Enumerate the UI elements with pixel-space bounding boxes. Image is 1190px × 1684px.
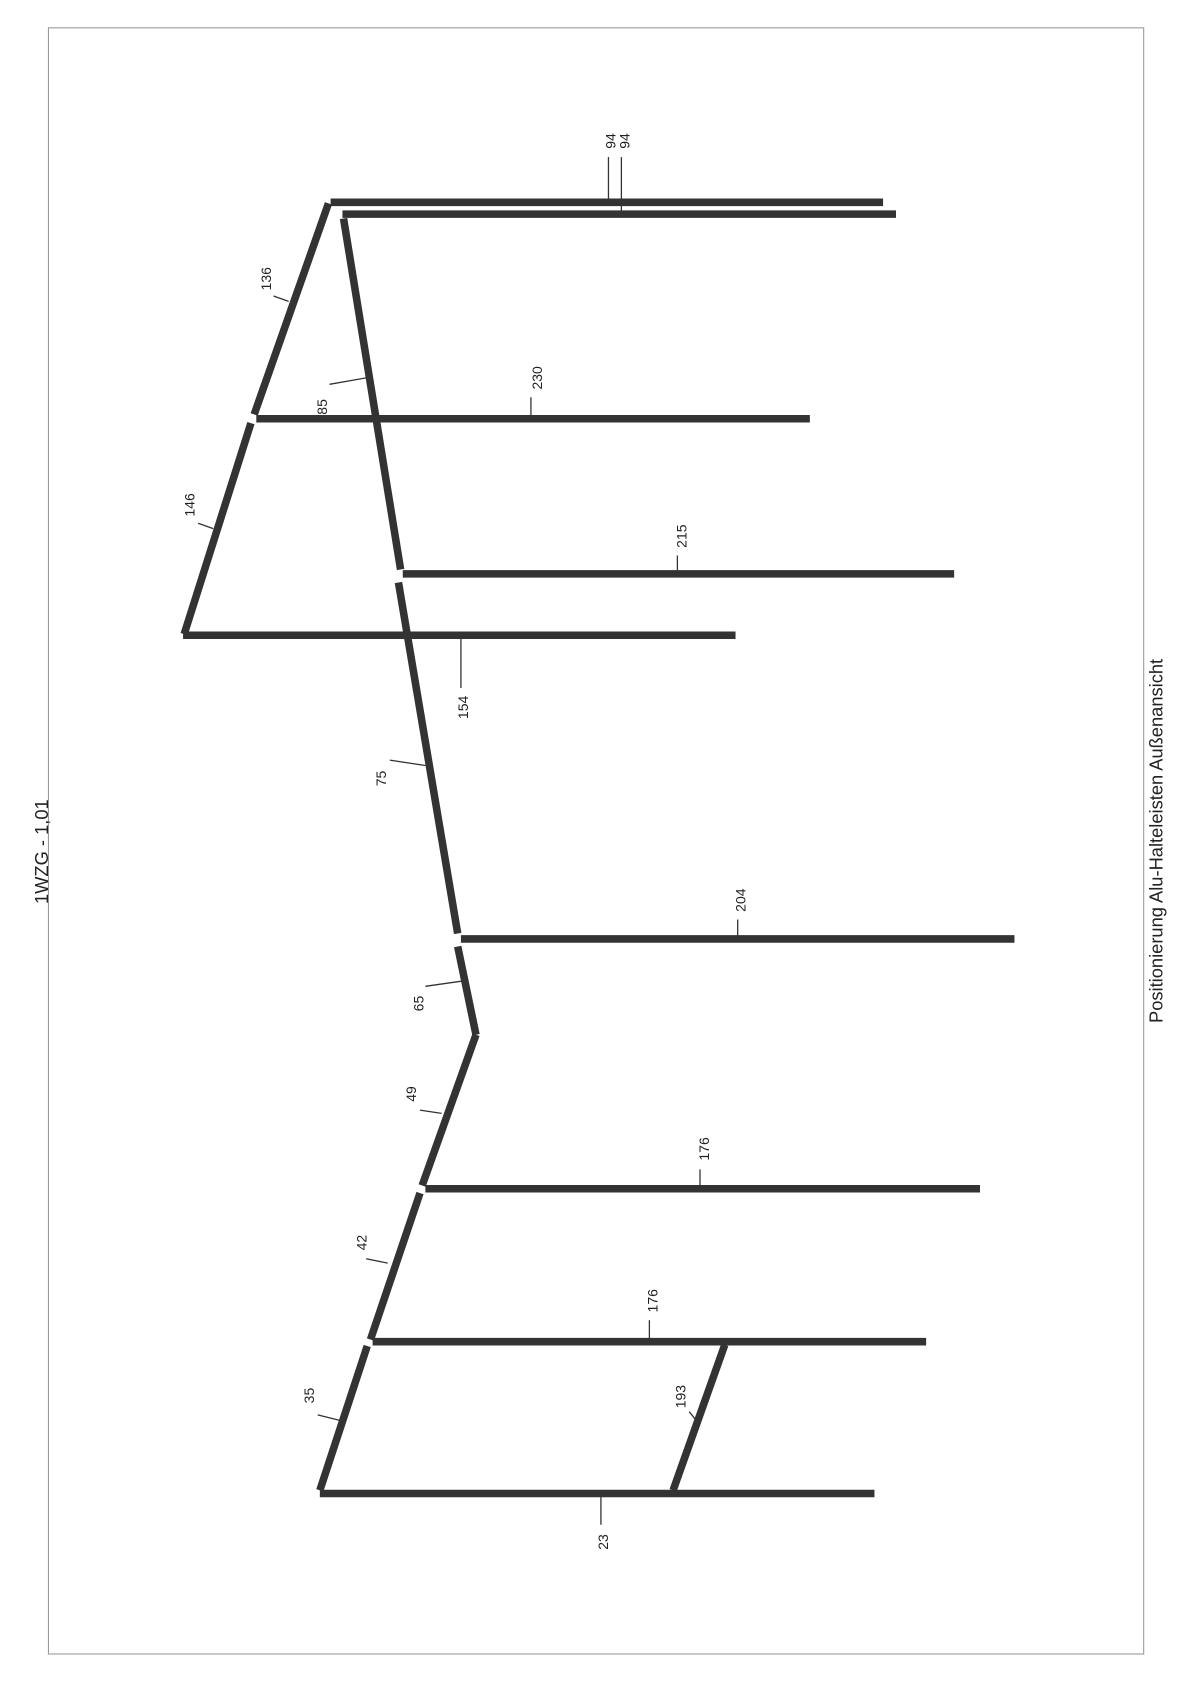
part-label: 49 [403,1086,419,1102]
part-label: 176 [696,1137,712,1161]
leader [197,522,214,530]
leader [317,1414,340,1421]
part-label: 35 [301,1388,317,1404]
part-label: 75 [373,770,389,786]
part-label: 42 [354,1235,370,1251]
leader [425,980,464,987]
leader [389,759,426,767]
part-label: 94 [616,133,632,149]
profiles [180,198,1015,1498]
profile [339,217,405,571]
leaders [197,157,739,1525]
labels: 94 94 136 230 85 215 146 154 75 204 65 4… [181,133,748,1550]
profile [394,581,462,935]
profile [366,1191,424,1341]
profile [454,945,480,1036]
part-label: 136 [258,267,274,291]
part-label: 94 [602,133,618,149]
title: 1WZG - 1,01 [31,799,52,904]
part-label: 85 [314,399,330,415]
leader [366,1258,388,1264]
leader [273,295,289,302]
part-label: 215 [673,524,689,548]
part-label: 230 [529,366,545,390]
leader [419,1109,442,1115]
part-label: 146 [181,493,197,517]
part-label: 154 [455,695,471,719]
leader [329,377,367,385]
part-label: 193 [672,1385,688,1409]
leader [688,1411,699,1423]
part-label: 176 [644,1289,660,1313]
profile [418,1033,480,1187]
part-label: 65 [411,996,427,1012]
profile [250,202,333,416]
profile [180,421,255,636]
profile [669,1343,729,1492]
border [47,27,1145,1655]
part-label: 23 [595,1534,611,1550]
part-label: 204 [733,888,749,912]
profile [316,1344,371,1492]
caption: Positionierung Alu-Halteleisten Außenans… [1146,659,1167,1023]
